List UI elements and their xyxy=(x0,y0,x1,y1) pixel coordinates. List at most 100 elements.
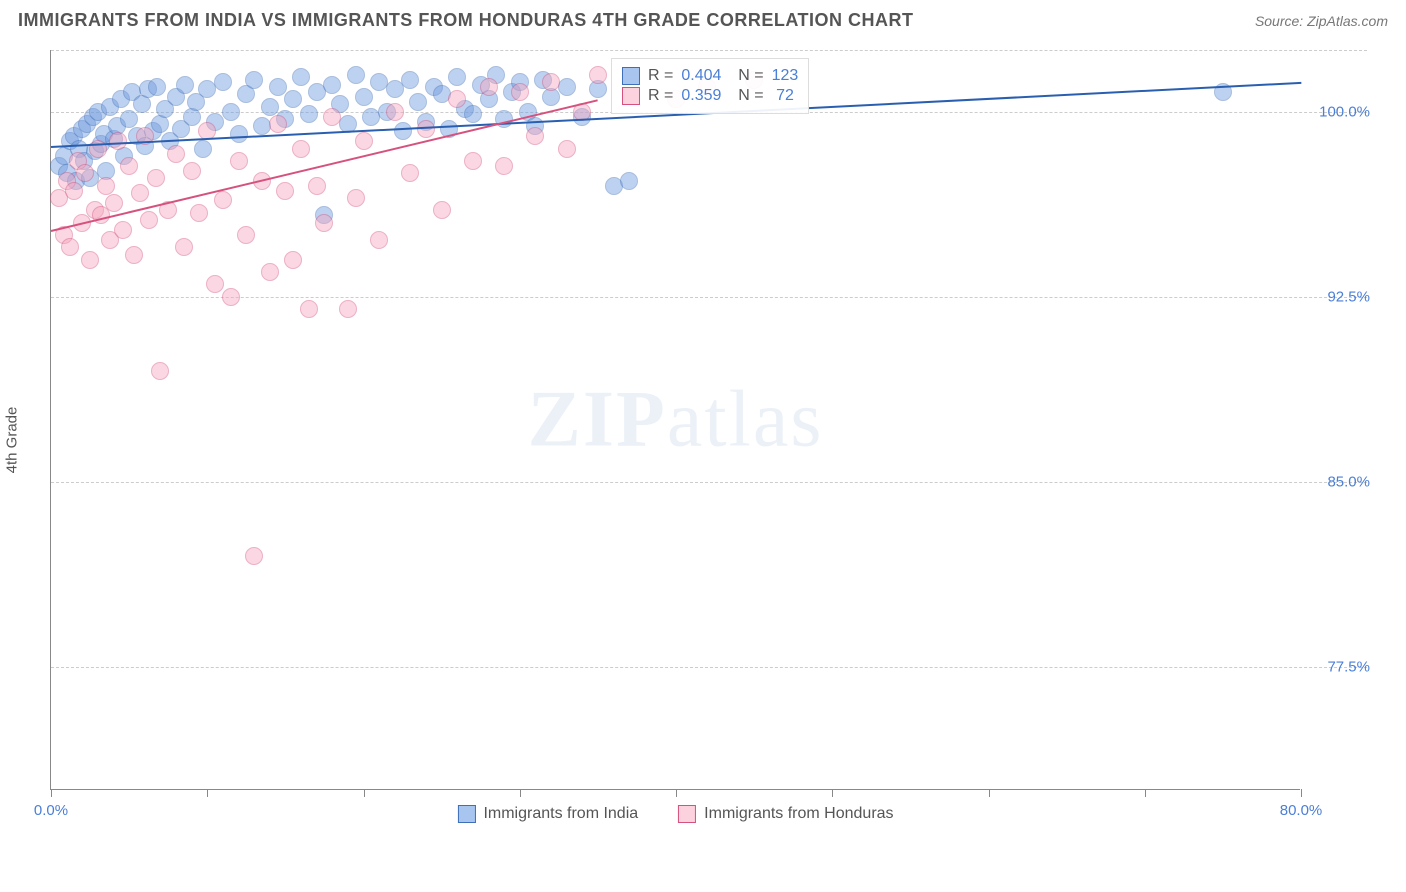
data-point xyxy=(176,76,194,94)
legend-item: Immigrants from Honduras xyxy=(678,805,893,823)
data-point xyxy=(230,152,248,170)
y-axis-label: 4th Grade xyxy=(4,407,21,474)
data-point xyxy=(105,194,123,212)
data-point xyxy=(206,275,224,293)
gridline-h xyxy=(51,482,1367,483)
data-point xyxy=(542,73,560,91)
data-point xyxy=(558,78,576,96)
data-point xyxy=(230,125,248,143)
x-tick xyxy=(832,789,833,797)
x-tick xyxy=(1145,789,1146,797)
data-point xyxy=(131,184,149,202)
data-point xyxy=(292,68,310,86)
data-point xyxy=(114,221,132,239)
data-point xyxy=(245,71,263,89)
stat-label: R = xyxy=(648,87,673,105)
x-tick xyxy=(1301,789,1302,797)
n-value: 123 xyxy=(772,67,799,85)
data-point xyxy=(120,110,138,128)
legend-label: Immigrants from India xyxy=(483,805,638,823)
y-tick-label: 85.0% xyxy=(1310,473,1370,490)
data-point xyxy=(370,231,388,249)
data-point xyxy=(237,226,255,244)
legend-swatch xyxy=(678,805,696,823)
data-point xyxy=(300,300,318,318)
data-point xyxy=(401,71,419,89)
data-point xyxy=(401,164,419,182)
data-point xyxy=(148,78,166,96)
data-point xyxy=(448,90,466,108)
x-tick-label: 80.0% xyxy=(1280,802,1323,819)
data-point xyxy=(190,204,208,222)
data-point xyxy=(464,152,482,170)
x-tick xyxy=(51,789,52,797)
data-point xyxy=(620,172,638,190)
x-tick xyxy=(364,789,365,797)
data-point xyxy=(495,157,513,175)
data-point xyxy=(347,66,365,84)
data-point xyxy=(464,105,482,123)
data-point xyxy=(284,90,302,108)
data-point xyxy=(61,238,79,256)
x-tick xyxy=(520,789,521,797)
series-swatch xyxy=(622,87,640,105)
data-point xyxy=(175,238,193,256)
data-point xyxy=(81,251,99,269)
stat-row: R = 0.404 N = 123 xyxy=(622,67,798,85)
data-point xyxy=(183,162,201,180)
r-value: 0.359 xyxy=(681,87,721,105)
data-point xyxy=(386,80,404,98)
r-value: 0.404 xyxy=(681,67,721,85)
data-point xyxy=(409,93,427,111)
data-point xyxy=(347,189,365,207)
legend-item: Immigrants from India xyxy=(457,805,638,823)
data-point xyxy=(323,76,341,94)
data-point xyxy=(222,288,240,306)
x-tick-label: 0.0% xyxy=(34,802,68,819)
data-point xyxy=(140,211,158,229)
y-tick-label: 77.5% xyxy=(1310,658,1370,675)
legend-swatch xyxy=(457,805,475,823)
chart-container: ZIPatlas 77.5%85.0%92.5%100.0%0.0%80.0%R… xyxy=(50,50,1390,830)
data-point xyxy=(284,251,302,269)
data-point xyxy=(339,300,357,318)
data-point xyxy=(386,103,404,121)
chart-title: IMMIGRANTS FROM INDIA VS IMMIGRANTS FROM… xyxy=(18,10,913,31)
x-tick xyxy=(207,789,208,797)
stat-row: R = 0.359 N = 72 xyxy=(622,87,798,105)
watermark: ZIPatlas xyxy=(528,374,824,465)
data-point xyxy=(269,115,287,133)
data-point xyxy=(167,145,185,163)
stat-label: R = xyxy=(648,67,673,85)
data-point xyxy=(214,191,232,209)
stat-label: N = xyxy=(729,87,763,105)
data-point xyxy=(558,140,576,158)
x-tick xyxy=(989,789,990,797)
data-point xyxy=(261,263,279,281)
data-point xyxy=(194,140,212,158)
data-point xyxy=(65,182,83,200)
data-point xyxy=(261,98,279,116)
data-point xyxy=(151,362,169,380)
data-point xyxy=(433,201,451,219)
source-attribution: Source: ZipAtlas.com xyxy=(1255,13,1388,29)
data-point xyxy=(214,73,232,91)
correlation-stat-box: R = 0.404 N = 123 R = 0.359 N = 72 xyxy=(611,58,809,114)
legend-label: Immigrants from Honduras xyxy=(704,805,893,823)
stat-label: N = xyxy=(729,67,763,85)
data-point xyxy=(222,103,240,121)
data-point xyxy=(355,88,373,106)
data-point xyxy=(292,140,310,158)
data-point xyxy=(147,169,165,187)
data-point xyxy=(355,132,373,150)
legend: Immigrants from India Immigrants from Hon… xyxy=(457,805,893,823)
y-tick-label: 100.0% xyxy=(1310,103,1370,120)
data-point xyxy=(323,108,341,126)
data-point xyxy=(480,78,498,96)
x-tick xyxy=(676,789,677,797)
gridline-h xyxy=(51,50,1367,51)
plot-area: ZIPatlas 77.5%85.0%92.5%100.0%0.0%80.0%R… xyxy=(50,50,1300,790)
data-point xyxy=(526,127,544,145)
data-point xyxy=(589,66,607,84)
data-point xyxy=(511,83,529,101)
